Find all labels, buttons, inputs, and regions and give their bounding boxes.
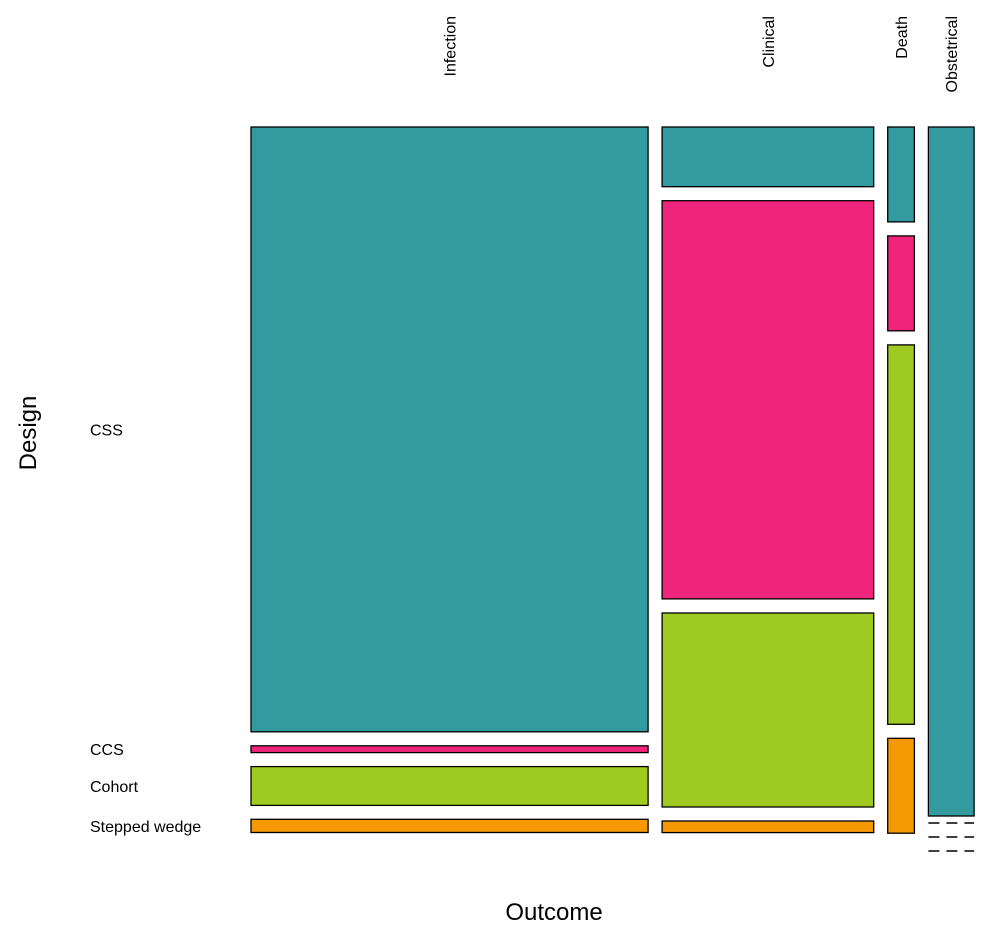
mosaic-tiles	[250, 126, 975, 852]
y-tick-labels: CSS CCS Cohort Stepped wedge	[90, 422, 201, 836]
x-tick-death: Death	[894, 16, 911, 59]
y-axis-title: Design	[15, 396, 42, 471]
x-axis-title: Outcome	[505, 899, 602, 926]
tile-clinical-cohort	[661, 612, 875, 808]
x-tick-infection: Infection	[443, 16, 460, 76]
x-tick-labels: Infection Clinical Death Obstetrical	[443, 16, 962, 92]
y-tick-cohort: Cohort	[90, 779, 139, 796]
y-tick-stepped-wedge: Stepped wedge	[90, 819, 201, 836]
tile-clinical-css	[661, 126, 875, 188]
x-tick-obstetrical: Obstetrical	[944, 16, 961, 92]
tile-death-css	[887, 126, 916, 223]
x-tick-clinical: Clinical	[761, 16, 778, 68]
tile-clinical-ccs	[661, 200, 875, 600]
tile-infection-stepped-wedge	[250, 818, 649, 834]
tile-death-cohort	[887, 344, 916, 725]
tile-obstetrical-css	[927, 126, 975, 817]
tile-infection-ccs	[250, 745, 649, 754]
tile-death-ccs	[887, 235, 916, 332]
tile-death-stepped-wedge	[887, 737, 916, 834]
y-tick-ccs: CCS	[90, 742, 124, 759]
y-tick-css: CSS	[90, 422, 123, 439]
tile-clinical-stepped-wedge	[661, 820, 875, 834]
tile-infection-cohort	[250, 765, 649, 807]
tile-infection-css	[250, 126, 649, 733]
